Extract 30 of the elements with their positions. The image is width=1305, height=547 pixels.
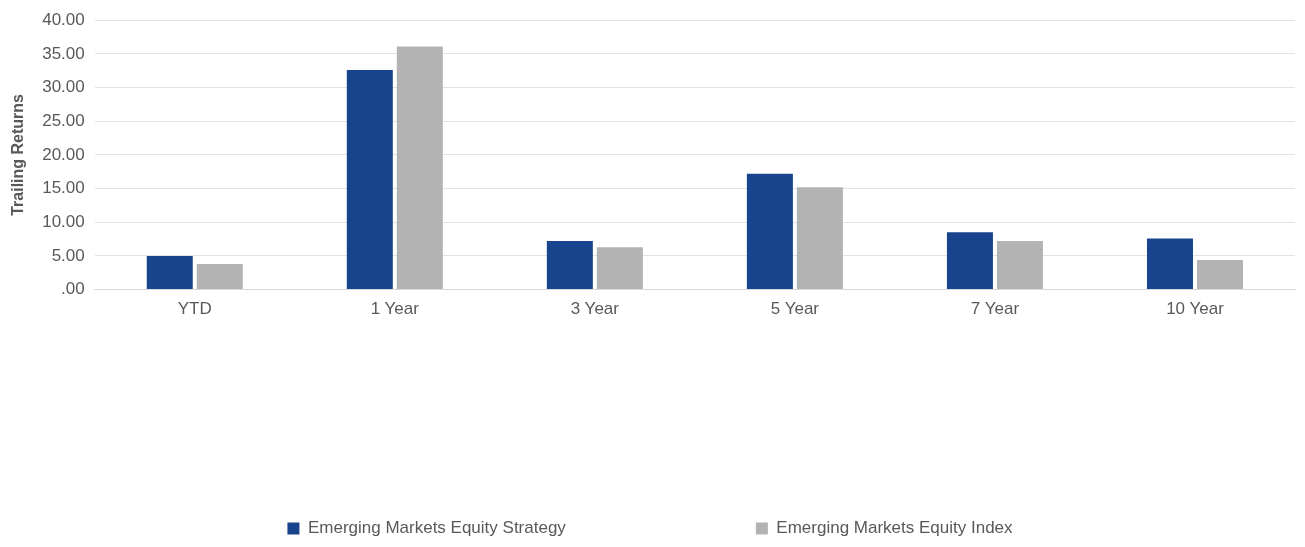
x-tick-label: 7 Year [970, 299, 1020, 319]
y-tick-label: 30.00 [42, 77, 85, 97]
x-tick-label: 1 Year [370, 299, 420, 319]
bar [796, 187, 843, 290]
bar [196, 264, 243, 290]
y-tick-label: 20.00 [42, 144, 85, 164]
y-tick-label: 25.00 [42, 110, 85, 130]
bar [746, 173, 793, 290]
y-tick-label: 5.00 [51, 245, 85, 265]
y-tick-label: 15.00 [42, 178, 85, 198]
y-axis-title: Trailing Returns [9, 93, 27, 216]
y-tick-label: 40.00 [42, 9, 85, 29]
y-tick-label: .00 [61, 279, 85, 299]
bar [1146, 238, 1193, 290]
x-tick-label: 10 Year [1166, 299, 1225, 319]
legend-label: Emerging Markets Equity Index [776, 518, 1014, 538]
bar [946, 232, 993, 290]
bar [1196, 259, 1243, 290]
bar [596, 247, 643, 290]
bar [346, 70, 393, 290]
bar [396, 46, 443, 290]
y-tick-label: 10.00 [42, 211, 85, 231]
y-tick-label: 35.00 [42, 43, 85, 63]
bar [996, 241, 1043, 290]
bar [546, 241, 593, 290]
bar [146, 255, 193, 290]
x-tick-label: YTD [177, 299, 212, 319]
legend-label: Emerging Markets Equity Strategy [307, 518, 567, 538]
x-tick-label: 5 Year [770, 299, 820, 319]
x-tick-label: 3 Year [570, 299, 620, 319]
